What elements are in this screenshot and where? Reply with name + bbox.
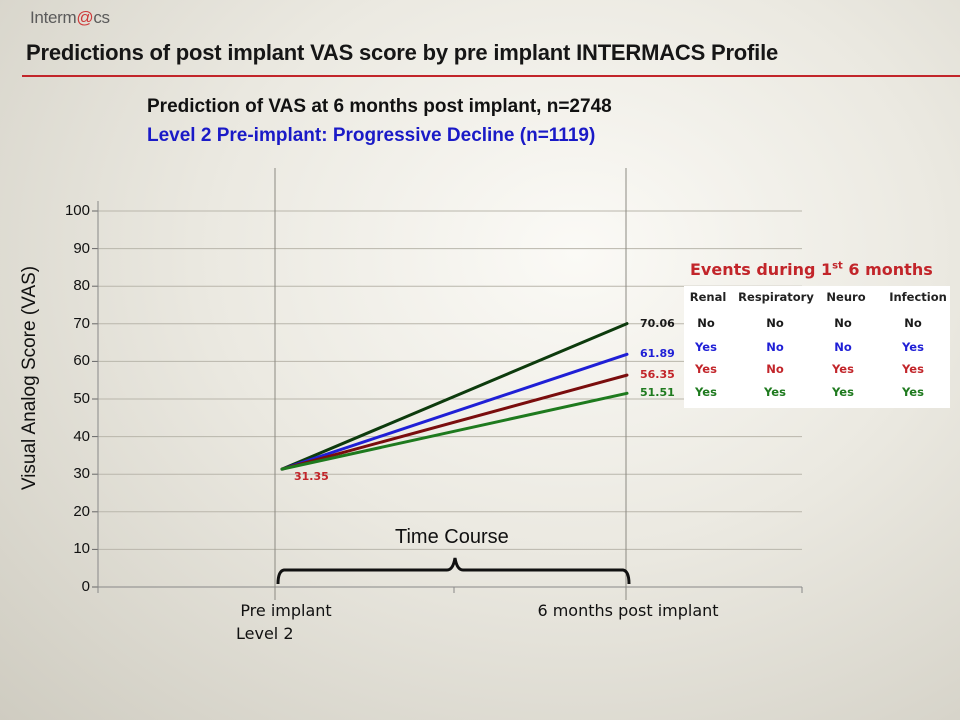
events-title-text: Events during 1	[690, 260, 833, 279]
events-cell-r1-respiratory: No	[766, 316, 784, 330]
events-cell-r1-renal: No	[697, 316, 715, 330]
series-line-4	[280, 391, 629, 471]
events-cell-r3-renal: Yes	[695, 362, 717, 376]
end-value-label-4: 51.51	[640, 386, 675, 400]
end-value-label-2: 61.89	[640, 347, 675, 361]
page-title: Predictions of post implant VAS score by…	[26, 40, 779, 65]
events-col-header-infection: Infection	[889, 290, 947, 304]
events-cell-r2-renal: Yes	[695, 340, 717, 354]
events-table	[684, 286, 950, 408]
events-cell-r1-neuro: No	[834, 316, 852, 330]
events-title: Events during 1st 6 months	[690, 260, 933, 279]
chart-subtitle-2: Level 2 Pre-implant: Progressive Decline…	[147, 125, 596, 146]
y-tick-label-40: 40	[73, 427, 90, 445]
events-cell-r1-infection: No	[904, 316, 922, 330]
events-col-header-neuro: Neuro	[826, 290, 866, 304]
series-line-2	[280, 352, 629, 471]
events-cell-r3-infection: Yes	[902, 362, 924, 376]
x-category-label-2: 6 months post implant	[537, 601, 719, 620]
y-tick-label-90: 90	[73, 239, 90, 257]
y-tick-label-50: 50	[73, 390, 90, 407]
events-cell-r4-neuro: Yes	[832, 385, 854, 399]
logo-accent: @	[76, 8, 94, 27]
y-tick-label-30: 30	[73, 465, 90, 483]
events-cell-r4-infection: Yes	[902, 385, 924, 399]
chart-axes	[92, 201, 803, 593]
time-course-label: Time Course	[395, 526, 509, 548]
end-value-label-1: 70.06	[640, 316, 675, 330]
events-col-header-renal: Renal	[689, 290, 727, 304]
time-course-bracket	[276, 557, 631, 585]
events-cell-r3-neuro: Yes	[832, 362, 854, 376]
chart-subtitle-1: Prediction of VAS at 6 months post impla…	[147, 96, 612, 117]
chart-series	[280, 322, 629, 471]
logo-text-start: Interm	[30, 8, 77, 27]
y-tick-label-100: 100	[64, 202, 90, 219]
events-cell-r2-respiratory: No	[766, 340, 784, 354]
events-cell-r2-infection: Yes	[902, 340, 924, 354]
title-divider	[22, 75, 960, 77]
x-category-label-1: Pre implant	[240, 601, 332, 620]
events-title-tail: 6 months	[842, 260, 933, 279]
events-title-sup: st	[832, 260, 843, 272]
events-cell-r3-respiratory: No	[766, 362, 784, 376]
end-value-label-3: 56.35	[640, 368, 675, 382]
y-tick-label-70: 70	[73, 314, 90, 332]
events-cell-r4-renal: Yes	[695, 385, 717, 399]
y-tick-label-80: 80	[73, 277, 90, 295]
y-tick-label-60: 60	[73, 352, 90, 370]
y-tick-label-20: 20	[73, 502, 90, 520]
y-axis-label: Visual Analog Score (VAS)	[19, 265, 40, 491]
logo-text-end: cs	[93, 8, 110, 27]
y-tick-label-0: 0	[81, 578, 90, 595]
events-cell-r2-neuro: No	[834, 340, 852, 354]
series-line-1	[280, 322, 629, 471]
events-cell-r4-respiratory: Yes	[764, 385, 786, 399]
level-label: Level 2	[236, 624, 294, 643]
start-value-label: 31.35	[294, 470, 329, 484]
events-col-header-respiratory: Respiratory	[738, 290, 814, 304]
series-line-3	[280, 373, 629, 471]
y-tick-label-10: 10	[73, 540, 90, 558]
intermacs-logo: Interm@cs	[30, 8, 110, 28]
